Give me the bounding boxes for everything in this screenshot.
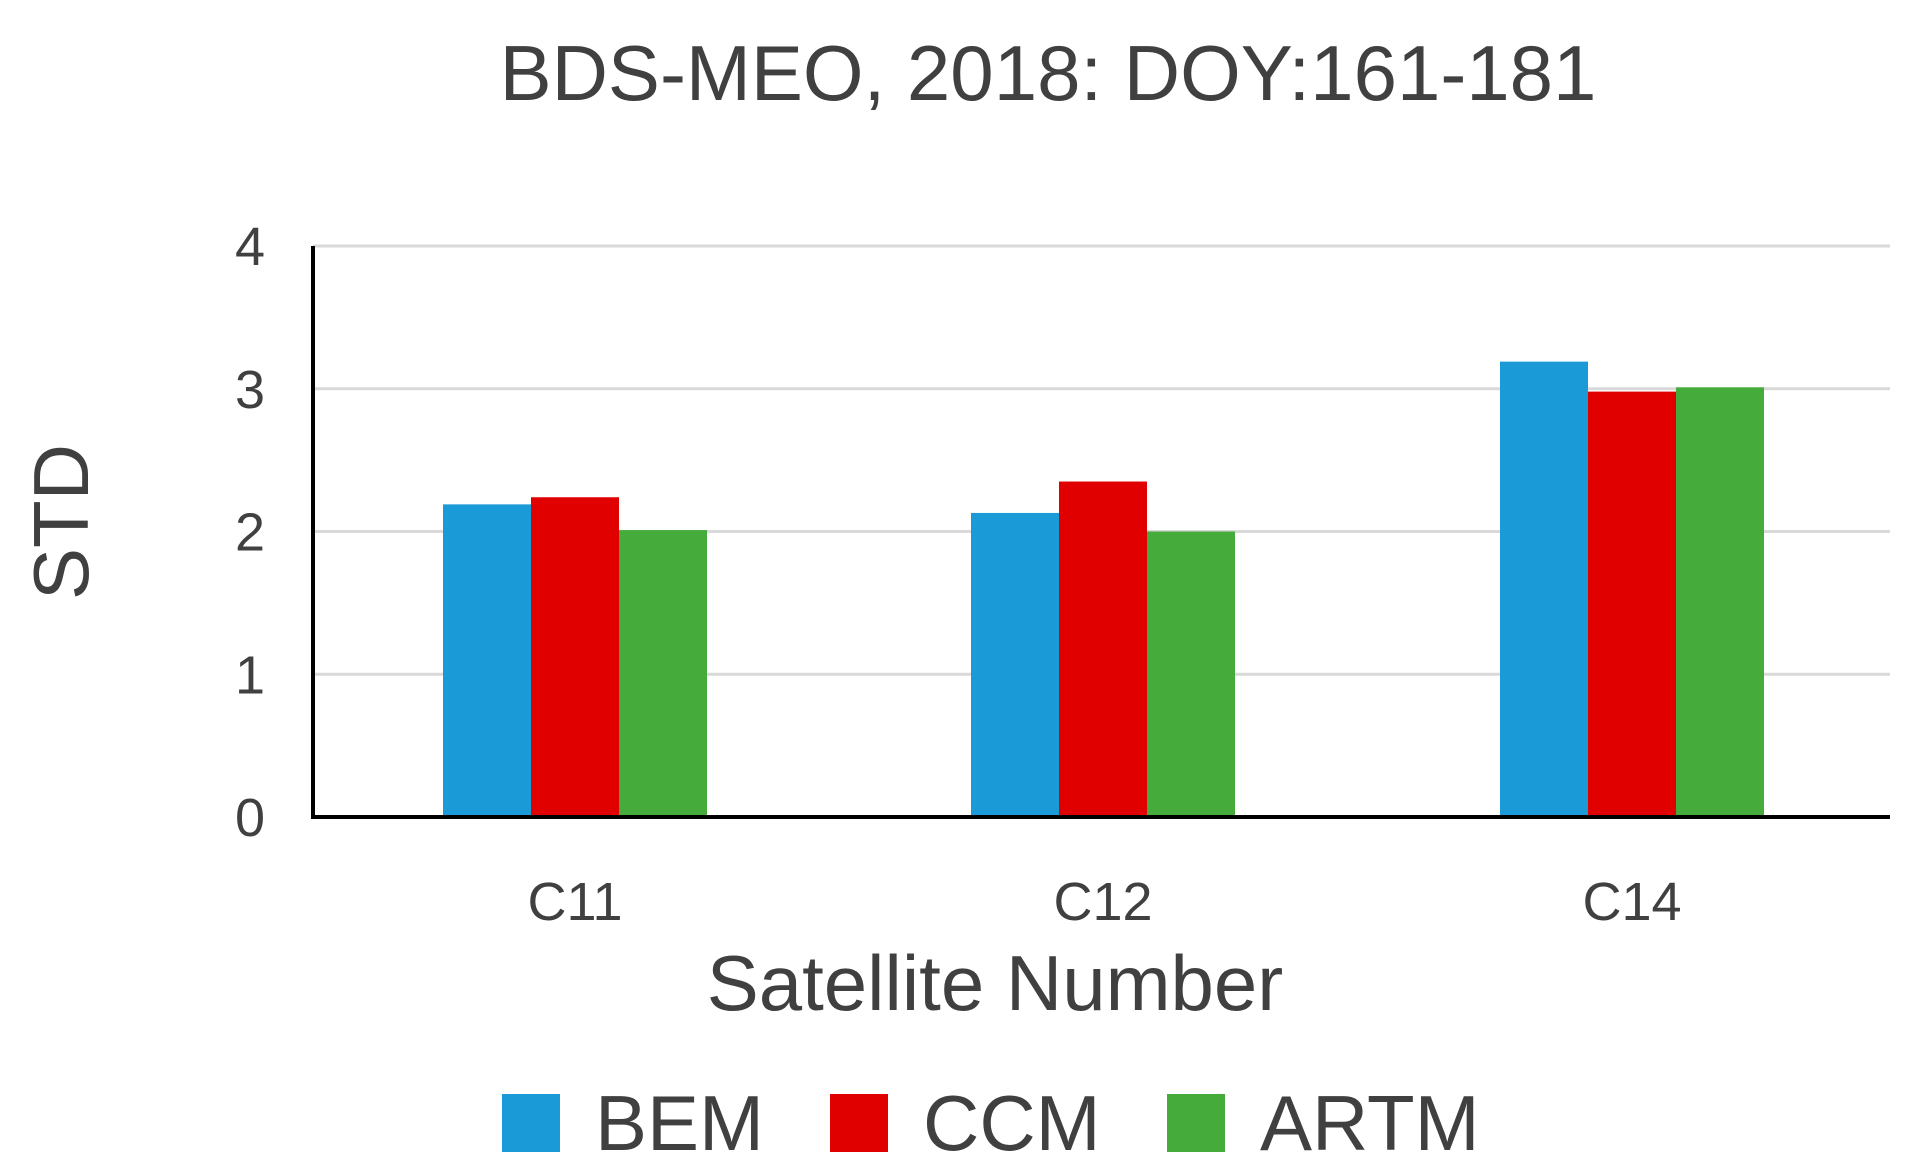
bar-ccm-c14 <box>1588 391 1676 817</box>
y-tick-label: 0 <box>235 788 265 848</box>
legend-swatch-ccm <box>830 1094 888 1152</box>
x-tick-label: C11 <box>527 872 622 932</box>
y-tick-label: 4 <box>235 217 265 277</box>
bar-ccm-c12 <box>1059 481 1147 817</box>
y-tick-label: 1 <box>235 645 265 705</box>
axes <box>311 246 1890 819</box>
bar-ccm-c11 <box>531 497 619 817</box>
y-tick-label: 2 <box>235 503 265 563</box>
legend-label-bem: BEM <box>595 1079 764 1167</box>
legend-swatch-bem <box>502 1094 560 1152</box>
x-tick-label: C14 <box>1582 872 1681 932</box>
bar-artm-c11 <box>619 530 707 817</box>
x-axis-title: Satellite Number <box>707 939 1284 1027</box>
chart-title: BDS-MEO, 2018: DOY:161-181 <box>500 29 1597 117</box>
legend: BEM CCM ARTM <box>502 1079 1480 1167</box>
bar-artm-c12 <box>1147 531 1235 817</box>
bar-bem-c14 <box>1500 361 1588 817</box>
y-tick-label: 3 <box>235 360 265 420</box>
bar-artm-c14 <box>1676 387 1764 817</box>
legend-label-artm: ARTM <box>1260 1079 1480 1167</box>
bar-bem-c11 <box>443 504 531 817</box>
x-tick-label: C12 <box>1053 872 1152 932</box>
y-tick-labels: 0 1 2 3 4 <box>235 217 265 848</box>
legend-swatch-artm <box>1167 1094 1225 1152</box>
bar-bem-c12 <box>971 512 1059 817</box>
bars <box>443 361 1764 817</box>
x-tick-labels: C11 C12 C14 <box>527 872 1681 932</box>
y-axis-title: STD <box>17 444 105 600</box>
legend-label-ccm: CCM <box>923 1079 1101 1167</box>
